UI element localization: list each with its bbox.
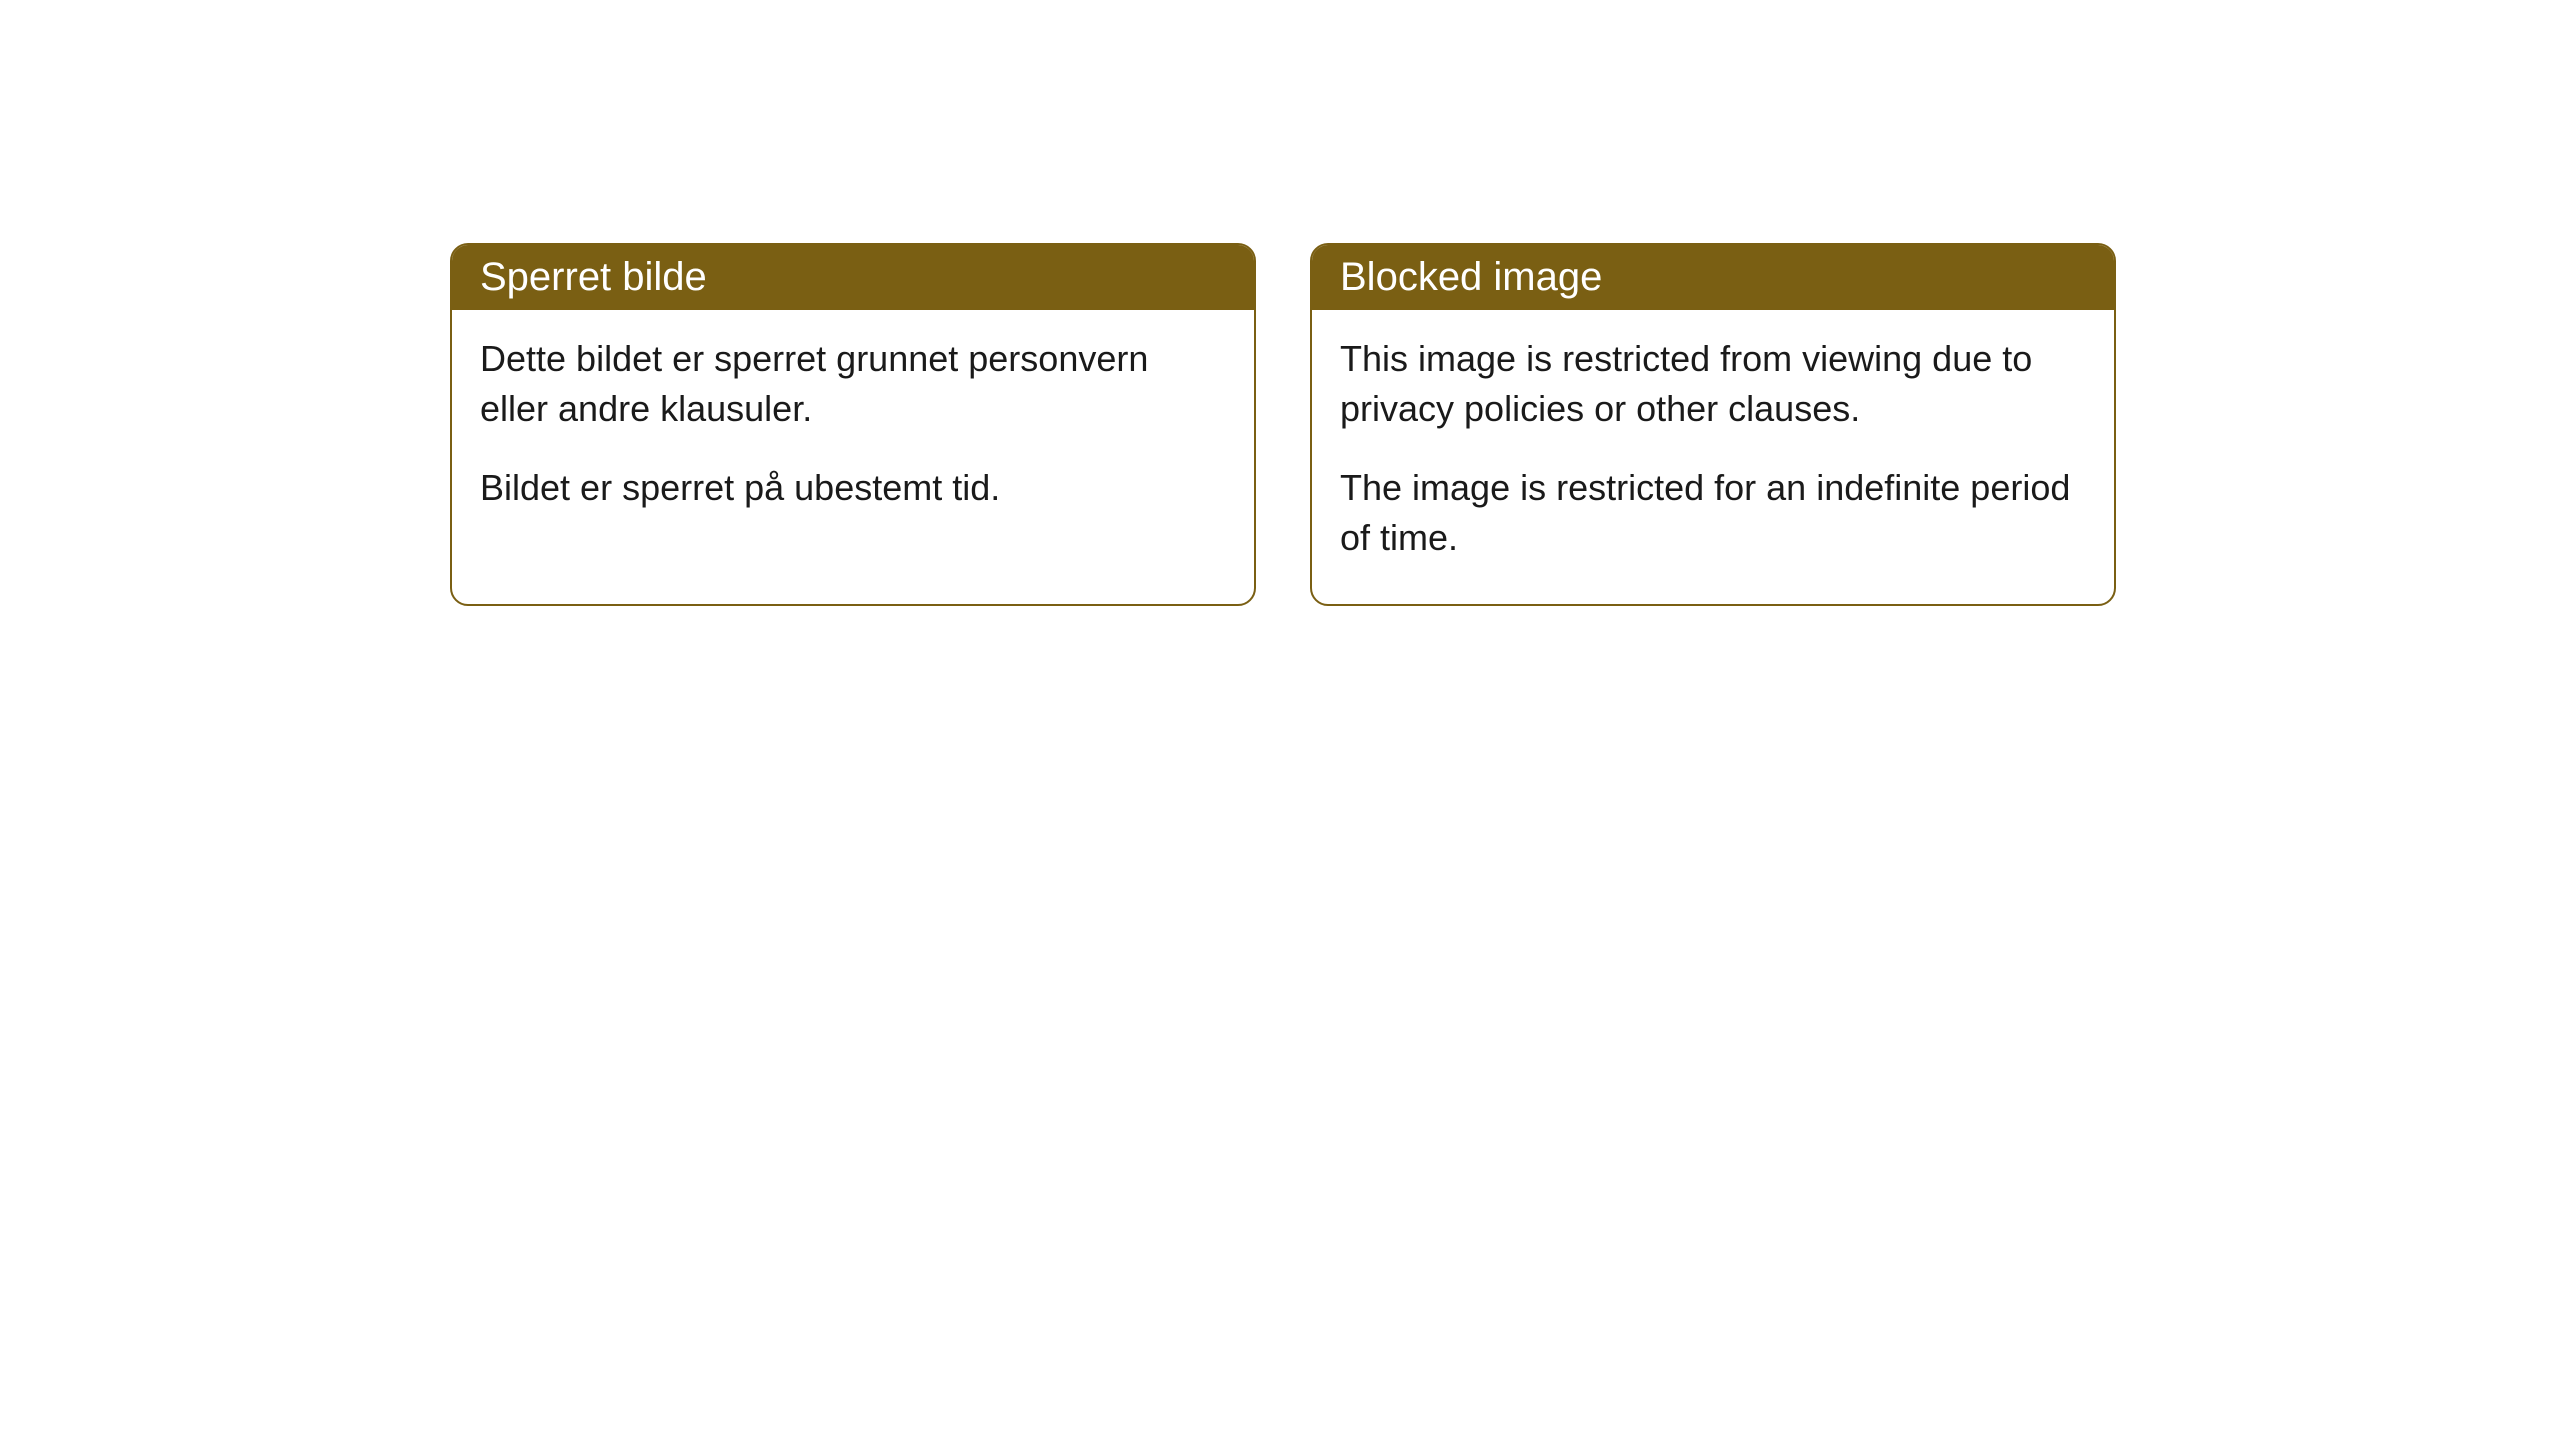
cards-container: Sperret bilde Dette bildet er sperret gr… bbox=[450, 243, 2116, 606]
card-title: Blocked image bbox=[1340, 255, 1602, 299]
card-title: Sperret bilde bbox=[480, 255, 707, 299]
notice-paragraph-1: Dette bildet er sperret grunnet personve… bbox=[480, 334, 1226, 435]
card-body: Dette bildet er sperret grunnet personve… bbox=[452, 310, 1254, 553]
card-header: Sperret bilde bbox=[452, 245, 1254, 310]
notice-card-norwegian: Sperret bilde Dette bildet er sperret gr… bbox=[450, 243, 1256, 606]
notice-card-english: Blocked image This image is restricted f… bbox=[1310, 243, 2116, 606]
card-body: This image is restricted from viewing du… bbox=[1312, 310, 2114, 604]
notice-paragraph-1: This image is restricted from viewing du… bbox=[1340, 334, 2086, 435]
notice-paragraph-2: Bildet er sperret på ubestemt tid. bbox=[480, 463, 1226, 513]
notice-paragraph-2: The image is restricted for an indefinit… bbox=[1340, 463, 2086, 564]
card-header: Blocked image bbox=[1312, 245, 2114, 310]
